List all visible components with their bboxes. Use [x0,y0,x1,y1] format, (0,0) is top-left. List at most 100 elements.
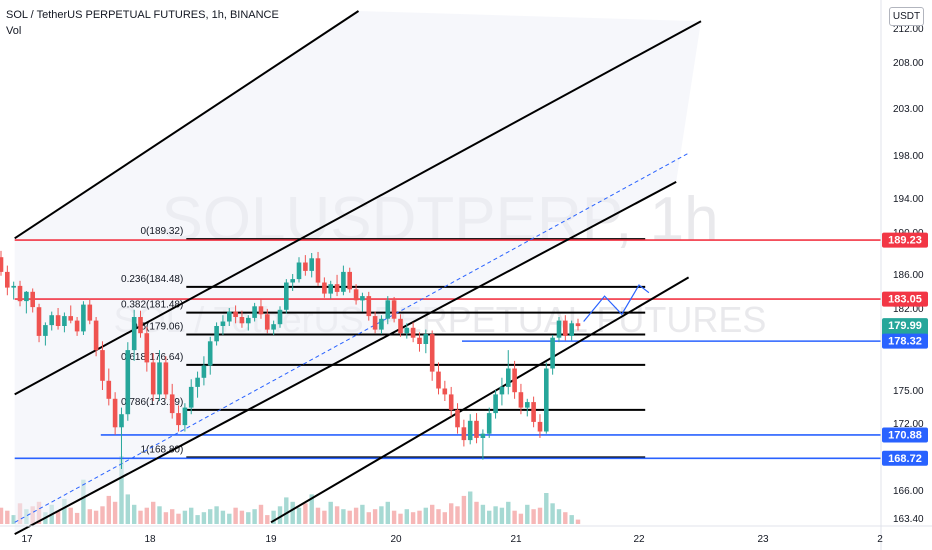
volume-bar [468,491,473,524]
candle-body [74,320,80,332]
candle-body [563,320,568,336]
volume-bar [0,507,4,524]
volume-bar [176,513,181,524]
trend-line[interactable] [270,276,690,524]
volume-indicator-label[interactable]: Vol [6,25,22,37]
candle-body [207,341,213,366]
candle-body [328,284,333,294]
fibonacci-retracement[interactable]: 0(189.32) 0.236(184.48) 0.382(181.48) 0.5(1… [121,226,646,459]
volume-bar [195,515,200,524]
volume-bar [512,510,517,524]
volume-bar [372,509,378,524]
candle-body [296,262,302,280]
price-tick-label: 203.00 [893,104,924,115]
candle-body [391,300,397,319]
volume-bar [487,510,492,524]
candle-body [417,337,422,344]
candle-body [537,421,543,432]
price-label-value: 183.05 [888,294,922,306]
projection-path[interactable] [583,284,650,322]
candle-body [366,296,372,317]
price-tick-label: 186.00 [893,270,924,281]
volume-bar [81,479,86,524]
volume-bar [556,509,562,524]
time-tick-label: 21 [510,534,522,545]
candle-body [81,304,86,332]
price-label-value: 178.32 [888,336,922,348]
candle-body [372,316,378,330]
currency-button[interactable]: USDT [889,7,924,26]
time-tick-label: 18 [144,534,156,545]
volume-bar [284,497,289,524]
candle-body [93,320,99,351]
time-tick-label: 19 [265,534,277,545]
volume-bar [151,501,156,524]
volume-bar [461,495,467,524]
time-tick-label: 17 [21,534,33,545]
candle-body [404,327,410,334]
candle-body [5,271,10,288]
fib-level-label: 0.618(176.64) [121,352,183,363]
volume-bar [506,501,511,524]
channel-fill-lower [14,21,701,535]
volume-bar [391,510,397,524]
fib-level-label: 0.5(179.06) [132,321,183,332]
volume-bar [474,501,479,524]
volume-bar [537,507,543,524]
candle-body [265,314,270,330]
candle-body [448,394,454,410]
candle-body [138,317,143,334]
candle-body [341,271,346,292]
candle-body [461,427,467,441]
candle-body [334,284,340,292]
candle-body [309,258,314,271]
trend-line[interactable] [14,10,360,240]
fib-level-label: 0(189.32) [140,226,183,237]
volume-bar [74,512,80,524]
candle-body [379,318,384,330]
volume-bar [353,507,359,524]
candle-body [556,320,562,338]
volume-bar [430,504,435,524]
candle-body [150,362,156,395]
candle-body [544,368,549,432]
time-tick-label: 20 [390,534,402,545]
candle-body [163,362,169,395]
trend-lines[interactable] [14,10,702,536]
volume-bar [5,510,10,524]
projection-path-line[interactable] [583,284,650,322]
volume-bar [132,504,137,524]
fib-level-label: 0.236(184.48) [121,274,183,285]
candle-body [201,365,207,378]
candle-body [131,317,137,351]
volume-bar [227,513,232,524]
trend-line[interactable] [14,20,702,396]
trend-line[interactable] [14,180,677,536]
time-axis[interactable]: 17 18 19 20 21 22 23 2 [21,534,883,545]
volume-bar [385,501,390,524]
volume-bars [0,456,581,524]
volume-bar [271,510,276,524]
candle-body [246,317,251,324]
volume-bar [347,510,352,524]
candle-body [347,271,352,290]
volume-bar [68,507,73,524]
candle-body [100,350,105,381]
channel-fills [14,11,701,535]
volume-bar [62,498,67,524]
volume-bar [417,510,422,524]
candle-body [315,258,321,283]
price-tick-label: 166.00 [893,486,924,497]
time-tick-label: 22 [633,534,645,545]
dashed-trend-line[interactable] [14,152,689,523]
price-tick-label: 194.00 [893,194,924,205]
candle-body [87,304,93,321]
candle-body [62,316,67,326]
candle-body [455,409,460,428]
fib-level-label: 1(168.80) [140,444,183,455]
volume-bar [379,506,384,524]
volume-bar [277,506,283,524]
price-axis[interactable]: 212.00208.00203.00198.00194.00190.00186.… [893,24,924,525]
volume-bar [182,510,188,524]
